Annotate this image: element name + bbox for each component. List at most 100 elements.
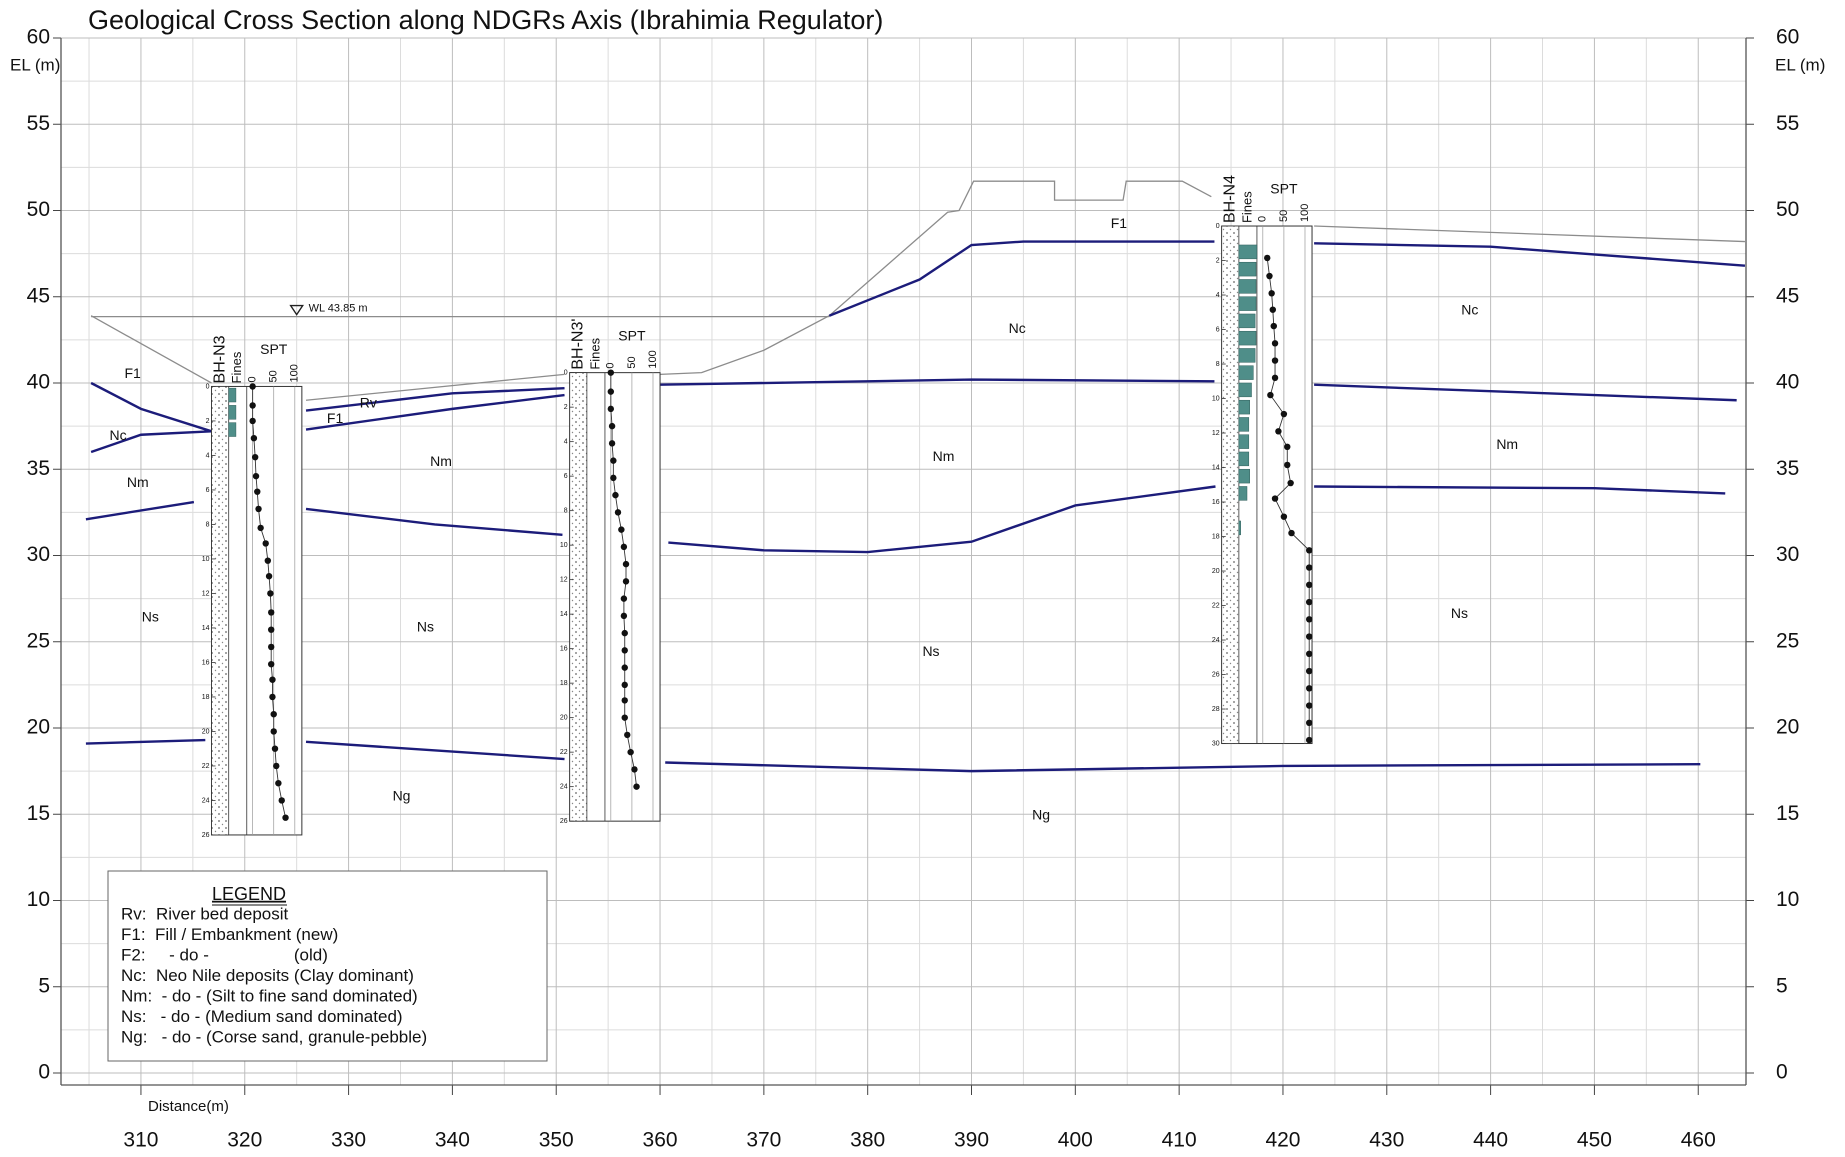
x-tick-label: 430: [1369, 1129, 1404, 1152]
spt-point: [1267, 392, 1273, 398]
spt-point: [1306, 564, 1312, 570]
legend-item: Nc: Neo Nile deposits (Clay dominant): [121, 966, 414, 985]
spt-point: [621, 544, 627, 550]
borehole-name: BH-N3: [211, 335, 228, 383]
spt-tick-label: 50: [268, 370, 280, 382]
fines-bar: [1239, 452, 1249, 466]
y-tick-label-right: 30: [1776, 543, 1799, 566]
spt-point: [1275, 428, 1281, 434]
spt-point: [1306, 616, 1312, 622]
depth-tick-label: 12: [560, 576, 568, 583]
x-axis-label: Distance(m): [148, 1098, 229, 1115]
borehole: 02468101214161820222426050100BH-N3'Fines…: [560, 319, 660, 825]
y-tick-label-right: 20: [1776, 716, 1799, 739]
x-tick-label: 390: [954, 1129, 989, 1152]
y-tick-label-right: 15: [1776, 802, 1799, 825]
spt-point: [254, 488, 260, 494]
y-tick-label-right: 10: [1776, 888, 1799, 911]
spt-point: [1306, 685, 1312, 691]
depth-tick-label: 26: [202, 832, 210, 839]
zone-label: Ng: [1032, 807, 1050, 823]
y-tick-label: 20: [27, 716, 50, 739]
depth-tick-label: 20: [560, 714, 568, 721]
spt-point: [1271, 323, 1277, 329]
spt-point: [610, 457, 616, 463]
spt-tick-label: 50: [626, 356, 638, 368]
depth-tick-label: 8: [206, 521, 210, 528]
fines-bar: [1239, 314, 1255, 328]
x-tick-label: 440: [1473, 1129, 1508, 1152]
spt-point: [615, 509, 621, 515]
fines-bar: [1239, 297, 1256, 311]
fines-bar: [1239, 366, 1253, 380]
spt-point: [1288, 530, 1294, 536]
x-tick-label: 370: [746, 1129, 781, 1152]
depth-tick-label: 14: [202, 625, 210, 632]
spt-point: [1306, 737, 1312, 743]
spt-point: [266, 573, 272, 579]
x-tick-label: 380: [850, 1129, 885, 1152]
depth-tick-label: 10: [560, 542, 568, 549]
y-tick-label-right: 50: [1776, 198, 1799, 221]
spt-point: [1284, 462, 1290, 468]
spt-point: [269, 694, 275, 700]
fines-bar: [229, 405, 236, 419]
legend-item: F2: - do - (old): [121, 945, 328, 964]
spt-point: [249, 418, 255, 424]
spt-tick-label: 0: [605, 363, 617, 369]
zone-label: Rv: [360, 394, 377, 410]
x-tick-label: 360: [643, 1129, 678, 1152]
spt-point: [622, 697, 628, 703]
spt-point: [1306, 633, 1312, 639]
y-tick-label-right: 0: [1776, 1061, 1788, 1084]
zone-label: Nm: [430, 453, 452, 469]
zone-label: Ng: [393, 788, 411, 804]
spt-point: [1268, 290, 1274, 296]
spt-point: [1272, 375, 1278, 381]
spt-point: [253, 473, 259, 479]
y-tick-label-right: 25: [1776, 629, 1799, 652]
legend-item: F1: Fill / Embankment (new): [121, 925, 338, 944]
spt-point: [282, 815, 288, 821]
spt-point: [268, 661, 274, 667]
x-tick-label: 420: [1265, 1129, 1300, 1152]
soil-log: [570, 373, 587, 822]
depth-tick-label: 18: [202, 694, 210, 701]
spt-point: [612, 492, 618, 498]
depth-tick-label: 2: [206, 418, 210, 425]
fines-bar: [1239, 469, 1250, 483]
depth-tick-label: 24: [202, 797, 210, 804]
fines-bar: [229, 388, 236, 402]
fines-bar: [1239, 348, 1255, 362]
fines-bar: [1239, 400, 1250, 414]
borehole-name: BH-N3': [570, 319, 587, 370]
spt-point: [273, 763, 279, 769]
spt-point: [1306, 668, 1312, 674]
fines-bar: [1239, 417, 1249, 431]
y-tick-label: 60: [27, 26, 50, 49]
y-tick-label-right: 5: [1776, 974, 1788, 997]
spt-point: [249, 383, 255, 389]
depth-tick-label: 22: [1212, 602, 1220, 609]
depth-tick-label: 18: [1212, 533, 1220, 540]
spt-point: [1306, 547, 1312, 553]
spt-point: [609, 423, 615, 429]
x-tick-label: 410: [1162, 1129, 1197, 1152]
zone-label: Ns: [417, 619, 434, 635]
depth-tick-label: 18: [560, 680, 568, 687]
depth-tick-label: 16: [1212, 499, 1220, 506]
spt-point: [267, 590, 273, 596]
spt-point: [1287, 480, 1293, 486]
depth-tick-label: 28: [1212, 706, 1220, 713]
legend-item: Nm: - do - (Silt to fine sand dominated): [121, 986, 418, 1005]
spt-point: [269, 677, 275, 683]
zone-label: Ns: [922, 643, 939, 659]
spt-point: [275, 780, 281, 786]
depth-tick-label: 4: [1216, 292, 1220, 299]
depth-tick-label: 10: [1212, 395, 1220, 402]
spt-point: [279, 797, 285, 803]
fines-bar: [1239, 435, 1249, 449]
spt-point: [1281, 513, 1287, 519]
y-tick-label: 15: [27, 802, 50, 825]
